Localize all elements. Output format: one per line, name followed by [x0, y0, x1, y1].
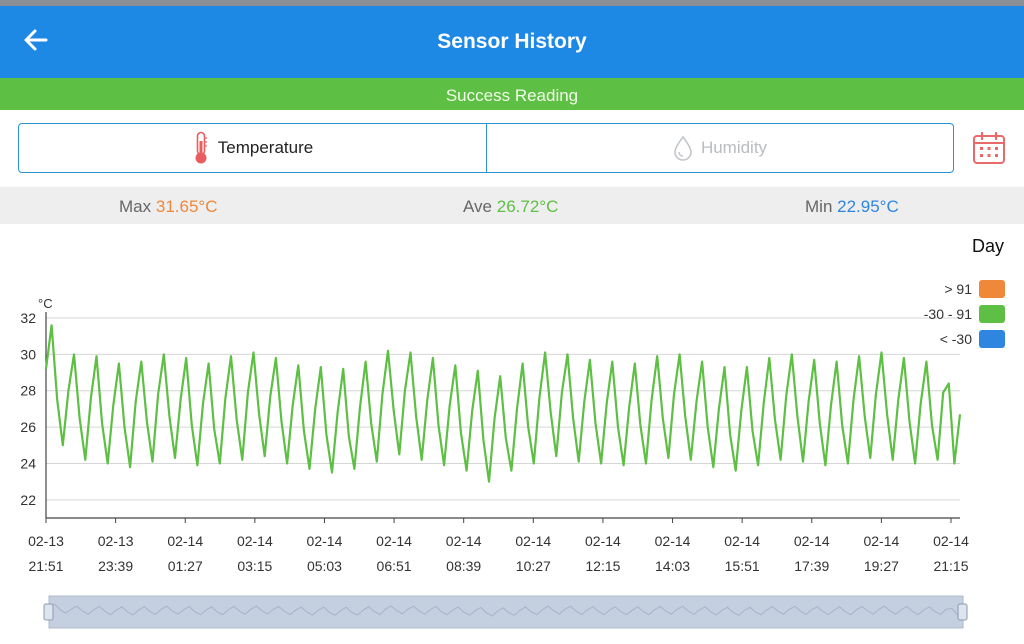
x-tick-date: 02-14 [655, 533, 691, 549]
back-arrow-icon[interactable] [20, 24, 52, 56]
x-tick-time: 05:03 [307, 558, 342, 574]
x-tick-date: 02-14 [446, 533, 482, 549]
calendar-icon[interactable] [972, 131, 1006, 165]
page-title: Sensor History [437, 30, 587, 53]
y-tick-label: 30 [20, 346, 36, 362]
x-tick-time: 21:15 [933, 558, 968, 574]
stat-ave-label: Ave [463, 197, 492, 216]
y-tick-label: 32 [20, 310, 36, 326]
app-bar: Sensor History [0, 6, 1024, 78]
tab-temperature[interactable]: Temperature [18, 123, 487, 173]
temperature-series-line [44, 324, 962, 483]
period-label: Day [972, 236, 1004, 256]
range-slider-track [48, 595, 964, 629]
chart-svg: Day °C 22 24 26 28 30 32 02-13 21:51 02-13 23:39 02-… [20, 236, 1005, 629]
tab-temperature-label: Temperature [217, 138, 314, 157]
x-tick-date: 02-14 [794, 533, 830, 549]
legend-swatch [979, 280, 1005, 298]
legend-swatch [979, 330, 1005, 348]
x-tick-time: 15:51 [725, 558, 760, 574]
range-slider-preview [48, 603, 964, 617]
status-bar [0, 0, 1024, 6]
legend-label: < -30 [940, 331, 973, 347]
droplet-icon [674, 135, 692, 161]
stats-bar: Max 31.65°C Ave 26.72°C Min 22.95°C [0, 187, 1024, 224]
stat-min-label: Min [805, 197, 833, 216]
x-tick-date: 02-14 [237, 533, 273, 549]
x-tick-time: 10:27 [516, 558, 551, 574]
x-tick-time: 17:39 [794, 558, 829, 574]
x-tick-time: 21:51 [28, 558, 63, 574]
x-tick-date: 02-14 [376, 533, 412, 549]
legend-label: -30 - 91 [924, 306, 972, 322]
tab-humidity-label: Humidity [700, 138, 768, 157]
y-tick-label: 28 [20, 383, 36, 399]
x-tick-time: 14:03 [655, 558, 690, 574]
legend-swatch [979, 305, 1005, 323]
x-tick-time: 06:51 [377, 558, 412, 574]
x-tick-time: 08:39 [446, 558, 481, 574]
x-tick-time: 03:15 [237, 558, 272, 574]
stat-max: Max 31.65°C [119, 197, 217, 217]
stat-ave-value: 26.72°C [496, 197, 559, 216]
x-tick-date: 02-14 [863, 533, 899, 549]
x-tick-time: 19:27 [864, 558, 899, 574]
x-tick-date: 02-14 [515, 533, 551, 549]
x-tick-date: 02-14 [933, 533, 969, 549]
y-tick-label: 24 [20, 455, 36, 471]
y-tick-label: 22 [20, 492, 36, 508]
x-tick-date: 02-14 [167, 533, 203, 549]
stat-min: Min 22.95°C [805, 197, 899, 217]
range-slider-right-handle[interactable] [957, 603, 968, 621]
x-tick-time: 01:27 [168, 558, 203, 574]
tab-humidity[interactable]: Humidity [486, 123, 954, 173]
temperature-chart: Day °C 22 24 26 28 30 32 02-13 21:51 02-13 23:39 02-… [0, 224, 1024, 644]
status-banner: Success Reading [0, 78, 1024, 110]
x-tick-time: 23:39 [98, 558, 133, 574]
y-axis-unit: °C [38, 296, 53, 311]
x-tick-date: 02-14 [585, 533, 621, 549]
legend-label: > 91 [944, 281, 972, 297]
x-tick-date: 02-14 [307, 533, 343, 549]
stat-min-value: 22.95°C [837, 197, 899, 216]
stat-ave: Ave 26.72°C [463, 197, 558, 217]
y-tick-label: 26 [20, 419, 36, 435]
stat-max-value: 31.65°C [155, 197, 218, 216]
range-slider-left-handle[interactable] [43, 603, 54, 621]
x-tick-date: 02-13 [28, 533, 64, 549]
x-tick-date: 02-13 [98, 533, 134, 549]
x-tick-date: 02-14 [724, 533, 760, 549]
thermometer-icon [195, 131, 207, 164]
stat-max-label: Max [119, 197, 152, 216]
x-tick-time: 12:15 [585, 558, 620, 574]
